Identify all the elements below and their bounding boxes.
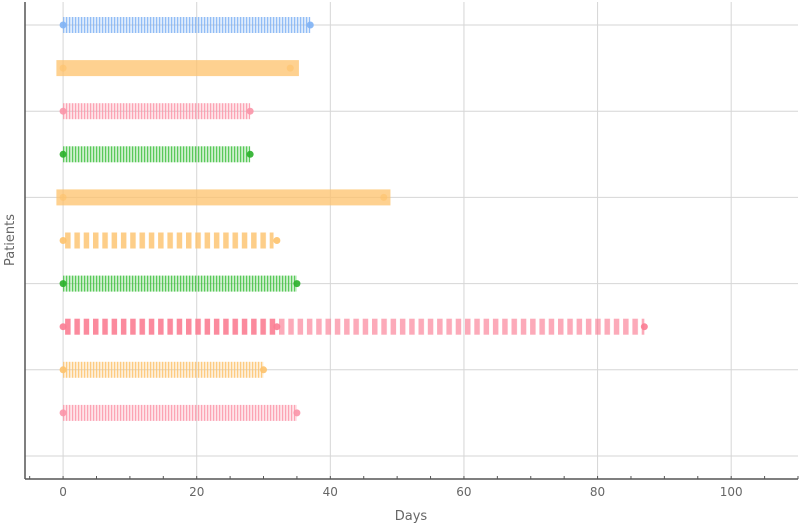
treatment-bar	[63, 275, 297, 292]
patient-row	[59, 361, 268, 378]
patient-row	[59, 318, 648, 335]
treatment-bar	[63, 232, 274, 249]
event-marker	[59, 409, 67, 417]
treatment-bar	[63, 146, 251, 163]
patient-row	[59, 404, 301, 421]
event-marker	[293, 280, 301, 288]
bars	[56, 17, 648, 421]
x-tick-label: 80	[590, 485, 605, 499]
x-axis-label: Days	[395, 509, 428, 524]
x-tick-label: 100	[720, 485, 743, 499]
x-tick-label: 40	[323, 485, 338, 499]
event-marker	[59, 280, 67, 288]
event-marker	[640, 323, 648, 331]
event-marker	[246, 150, 254, 158]
event-marker	[59, 21, 67, 29]
event-marker	[246, 107, 254, 115]
event-marker	[59, 193, 67, 201]
event-marker	[380, 193, 388, 201]
treatment-bar	[63, 17, 311, 33]
event-marker	[293, 409, 301, 417]
x-tick-label: 60	[456, 485, 471, 499]
event-marker	[59, 237, 67, 244]
patient-row	[56, 60, 299, 77]
event-marker	[59, 323, 67, 331]
event-marker	[59, 150, 67, 158]
event-marker	[260, 366, 268, 374]
patient-row	[59, 232, 281, 249]
event-marker	[59, 107, 67, 115]
treatment-bar	[63, 103, 251, 120]
patient-row	[59, 275, 301, 292]
x-tick-label: 0	[59, 485, 67, 499]
event-marker	[273, 323, 281, 331]
axes: 0 20 40 60 80 100	[24, 2, 799, 499]
patient-row	[56, 189, 391, 206]
x-tick-label: 20	[189, 485, 204, 499]
treatment-bar	[63, 361, 264, 378]
event-marker	[286, 64, 294, 72]
treatment-bar	[56, 189, 391, 206]
event-marker	[59, 366, 67, 374]
treatment-bar	[63, 318, 277, 335]
treatment-bar	[63, 404, 297, 421]
patient-row	[59, 103, 254, 120]
y-axis-label: Patients	[3, 214, 18, 266]
event-marker	[306, 21, 314, 29]
patient-row	[59, 17, 314, 33]
event-marker	[273, 237, 281, 244]
treatment-bar	[56, 60, 299, 77]
treatment-bar	[276, 318, 645, 335]
event-marker	[59, 64, 67, 72]
patient-row	[59, 146, 254, 163]
